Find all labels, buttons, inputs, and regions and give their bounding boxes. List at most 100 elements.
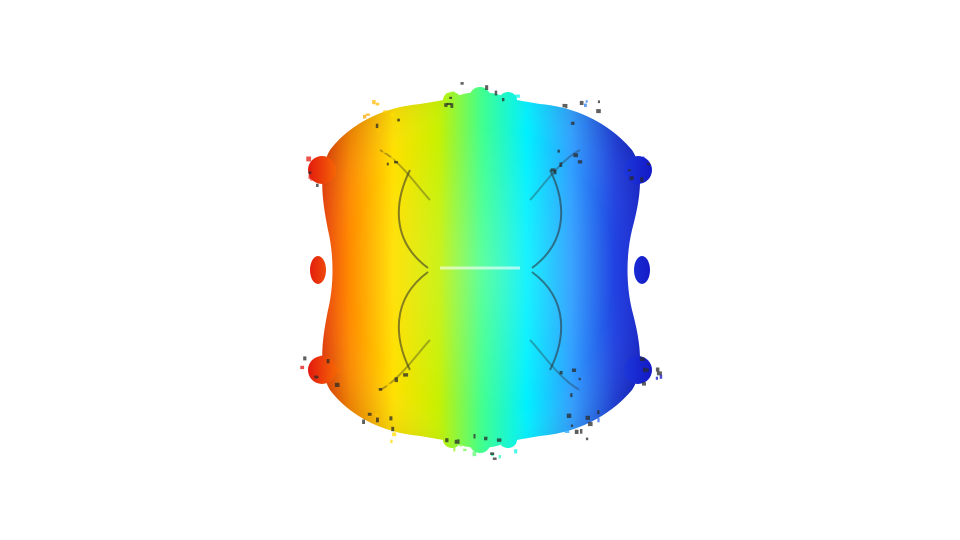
debris-fragment — [390, 112, 395, 118]
debris-fragment — [564, 428, 570, 433]
debris-fragment — [496, 438, 502, 442]
debris-fragment — [303, 356, 307, 361]
debris-fragment — [454, 439, 460, 444]
debris-fragment — [514, 449, 518, 454]
debris-fragment — [449, 96, 453, 99]
debris-fragment — [575, 167, 581, 172]
debris-fragment — [334, 364, 338, 369]
debris-fragment — [376, 417, 379, 423]
debris-fragment — [485, 85, 489, 90]
debris-fragment — [596, 109, 601, 114]
debris-fragment — [326, 359, 330, 364]
debris-fragment — [374, 413, 379, 416]
debris-fragment — [472, 451, 477, 457]
debris-fragment — [581, 365, 586, 369]
debris-fragment — [570, 424, 574, 427]
debris-fragment — [588, 421, 593, 427]
debris-fragment — [389, 416, 393, 421]
debris-fragment — [659, 374, 663, 379]
debris-fragment — [571, 368, 577, 372]
debris-fragment — [394, 377, 398, 383]
debris-fragment — [317, 171, 320, 175]
debris-fragment — [474, 98, 477, 101]
debris-fragment — [382, 174, 385, 179]
debris-fragment — [640, 177, 644, 182]
debris-fragment — [515, 94, 520, 98]
debris-fragment — [656, 371, 662, 376]
debris-fragment — [386, 393, 391, 397]
debris-fragment — [300, 365, 305, 370]
debris-fragment — [456, 105, 459, 109]
debris-fragment — [409, 161, 413, 166]
debris-fragment — [391, 426, 395, 432]
debris-fragment — [597, 100, 600, 104]
debris-fragment — [334, 382, 340, 387]
debris-fragment — [484, 436, 488, 441]
debris-fragment — [387, 383, 391, 388]
debris-fragment — [585, 437, 589, 441]
debris-fragment — [452, 91, 455, 96]
debris-fragment — [642, 382, 646, 386]
debris-fragment — [597, 417, 600, 423]
debris-fragment — [557, 149, 560, 153]
debris-fragment — [363, 114, 367, 119]
debris-fragment — [629, 155, 634, 158]
debris-fragment — [559, 370, 563, 375]
debris-fragment — [562, 103, 566, 108]
debris-fragment — [565, 104, 568, 109]
debris-fragment — [655, 367, 660, 372]
debris-fragment — [565, 371, 569, 377]
debris-fragment — [461, 430, 465, 434]
debris-fragment — [410, 366, 415, 371]
debris-fragment — [314, 375, 319, 379]
debris-fragment — [643, 367, 646, 373]
debris-fragment — [553, 170, 557, 175]
debris-fragment — [383, 110, 388, 113]
debris-fragment — [583, 123, 588, 128]
debris-fragment — [320, 355, 323, 359]
debris-fragment — [459, 442, 462, 447]
debris-fragment — [573, 153, 579, 158]
debris-fragment — [516, 431, 520, 434]
debris-fragment — [627, 357, 630, 360]
debris-fragment — [624, 171, 630, 176]
debris-fragment — [571, 172, 574, 178]
debris-fragment — [386, 383, 389, 386]
debris-fragment — [639, 357, 645, 361]
bottom-bud — [442, 408, 518, 453]
debris-fragment — [306, 156, 312, 162]
debris-fragment — [378, 388, 383, 391]
debris-fragment — [384, 163, 387, 167]
debris-fragment — [453, 447, 456, 452]
debris-fragment — [331, 169, 335, 173]
debris-fragment — [390, 439, 393, 444]
debris-fragment — [387, 148, 390, 152]
debris-fragment — [362, 419, 365, 424]
debris-fragment — [655, 376, 658, 380]
debris-fragment — [570, 393, 573, 398]
debris-fragment — [474, 439, 477, 442]
debris-fragment — [445, 93, 449, 97]
debris-fragment — [629, 176, 634, 181]
debris-fragment — [394, 161, 398, 164]
debris-fragment — [445, 438, 449, 443]
debris-fragment — [628, 178, 634, 182]
debris-fragment — [578, 385, 583, 391]
debris-fragment — [638, 377, 643, 381]
debris-fragment — [410, 150, 413, 154]
debris-fragment — [386, 162, 389, 166]
debris-fragment — [381, 365, 386, 368]
debris-fragment — [365, 113, 370, 116]
debris-fragment — [508, 96, 513, 101]
debris-fragment — [585, 415, 590, 420]
debris-fragment — [372, 100, 376, 105]
debris-fragment — [308, 171, 312, 174]
debris-fragment — [396, 124, 402, 127]
debris-fragment — [375, 102, 380, 106]
debris-fragment — [632, 179, 635, 182]
debris-fragment — [453, 436, 457, 440]
debris-fragment — [578, 377, 581, 381]
debris-fragment — [312, 165, 315, 171]
debris-fragment — [473, 434, 476, 439]
